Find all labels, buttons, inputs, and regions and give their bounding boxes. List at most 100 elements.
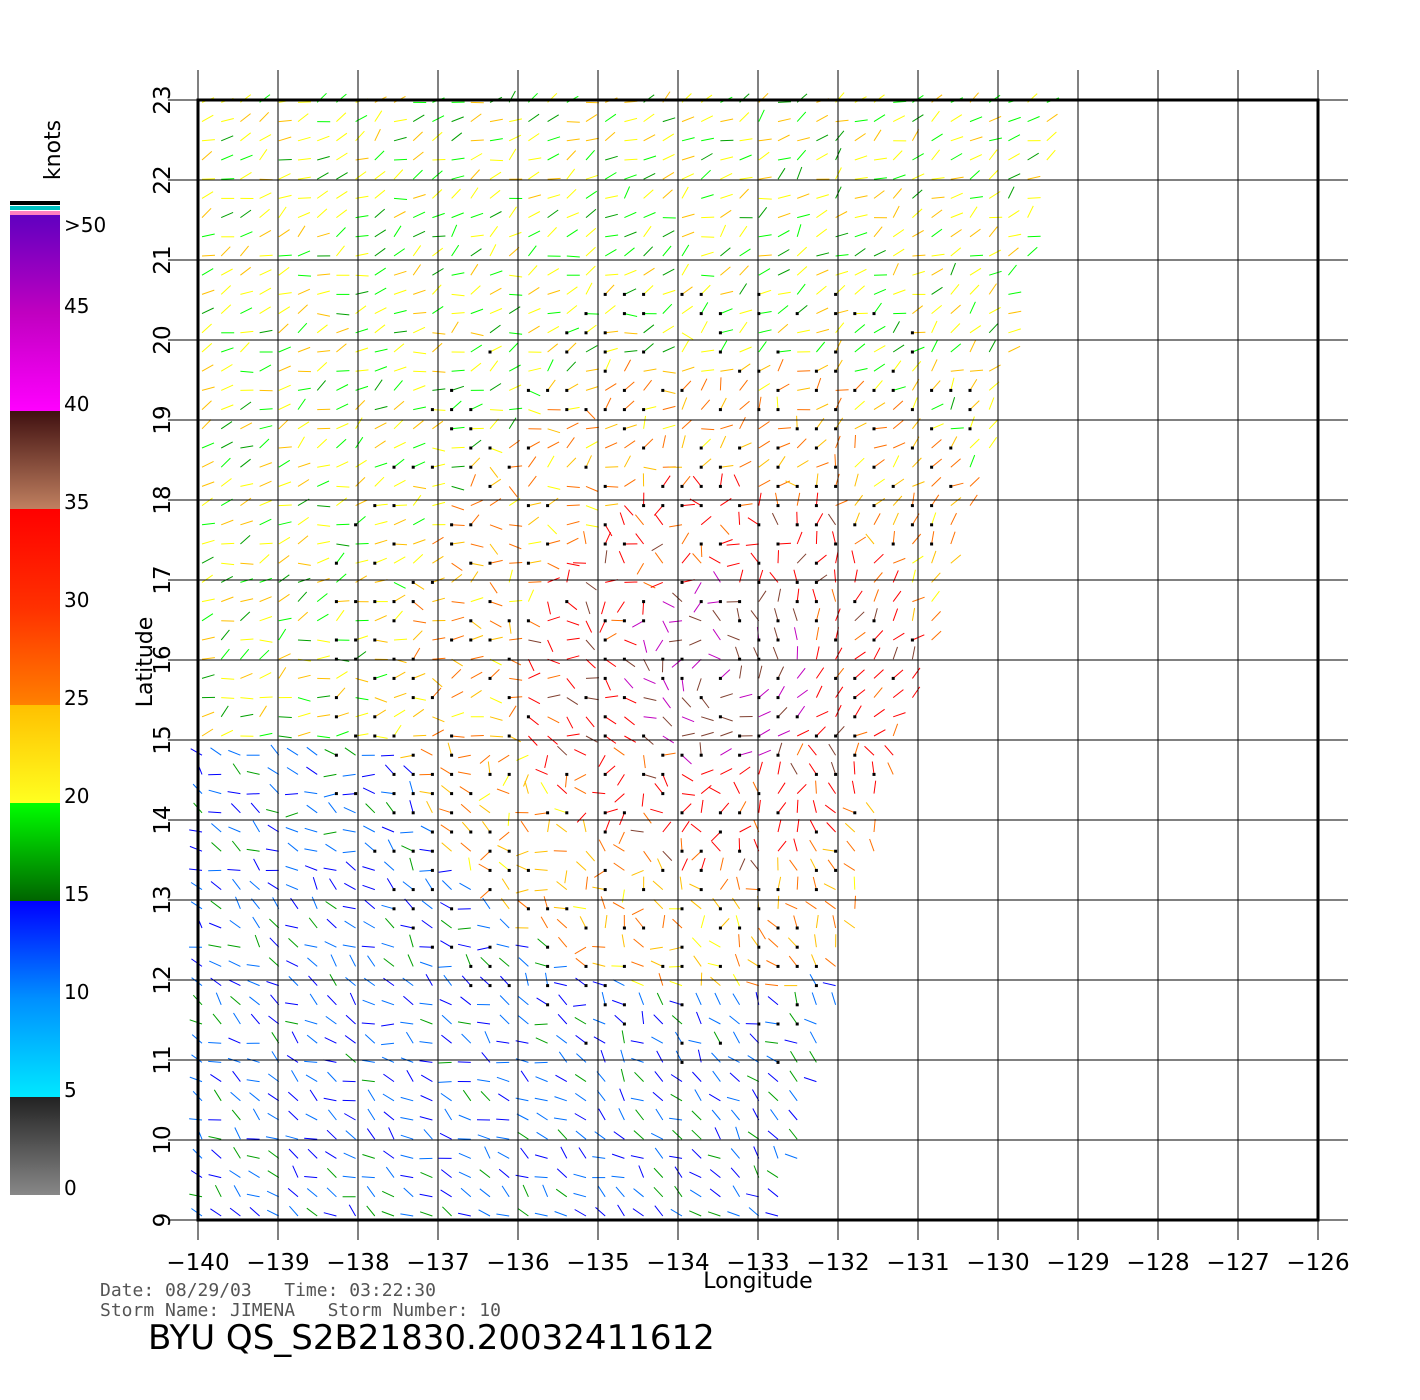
wind-vector — [707, 962, 721, 967]
rain-flag-marker — [814, 734, 818, 738]
rain-flag-marker — [680, 945, 684, 949]
wind-vector — [267, 767, 280, 775]
rain-flag-marker — [603, 484, 607, 488]
rain-flag-marker — [699, 484, 703, 488]
wind-vector — [393, 594, 406, 603]
wind-vector — [692, 475, 702, 487]
wind-vector — [630, 1155, 644, 1159]
rain-flag-marker — [488, 888, 492, 892]
wind-vector — [432, 159, 446, 161]
rain-flag-marker — [718, 1041, 722, 1045]
wind-vector — [470, 655, 484, 660]
wind-vector — [259, 329, 273, 334]
rain-flag-marker — [795, 945, 799, 949]
lat-lon-grid — [168, 70, 1348, 1240]
wind-vector — [1046, 131, 1057, 142]
wind-vector — [508, 306, 521, 315]
wind-vector — [497, 1151, 510, 1159]
wind-vector — [520, 1147, 529, 1159]
wind-vector — [470, 308, 484, 315]
wind-vector — [797, 213, 810, 219]
wind-vector — [547, 441, 560, 449]
wind-vector — [355, 651, 367, 660]
wind-vector — [349, 954, 357, 967]
wind-vector — [669, 946, 683, 951]
wind-vector — [440, 1189, 452, 1198]
wind-vector — [814, 934, 817, 948]
rain-flag-marker — [814, 446, 818, 450]
wind-vector — [576, 1053, 587, 1063]
rain-flag-marker — [450, 388, 454, 392]
wind-vector — [343, 1152, 356, 1159]
wind-vector — [662, 821, 672, 833]
wind-vector — [278, 735, 292, 739]
wind-vector — [789, 1090, 798, 1102]
rain-flag-marker — [642, 772, 646, 776]
wind-vector — [832, 915, 837, 929]
wind-vector — [336, 600, 350, 603]
wind-vector — [643, 285, 654, 295]
wind-vector — [317, 735, 331, 739]
wind-vector — [604, 765, 616, 775]
wind-vector — [797, 137, 810, 142]
wind-vector — [811, 992, 817, 1005]
wind-vector — [393, 581, 406, 589]
rain-flag-marker — [834, 408, 838, 412]
wind-vector — [777, 323, 789, 334]
wind-vector — [278, 206, 287, 218]
wind-vector — [440, 1169, 452, 1178]
wind-vector — [701, 216, 715, 219]
wind-vector — [912, 331, 926, 334]
wind-vector — [477, 1021, 491, 1025]
wind-vector — [619, 1088, 625, 1101]
wind-vector — [604, 550, 608, 564]
wind-vector — [285, 812, 299, 818]
wind-vector — [312, 877, 318, 890]
wind-vector — [669, 639, 683, 643]
wind-vector — [470, 263, 479, 276]
wind-vector — [269, 918, 280, 929]
wind-vector — [604, 305, 616, 314]
rain-flag-marker — [546, 504, 550, 508]
wind-vector — [662, 245, 672, 257]
wind-vector — [489, 478, 502, 487]
rain-flag-marker — [738, 619, 742, 623]
latitude-tick-label: 21 — [150, 245, 176, 274]
wind-vector — [585, 697, 599, 701]
rain-flag-marker — [718, 964, 722, 968]
wind-vector — [297, 250, 311, 257]
rain-flag-marker — [680, 964, 684, 968]
wind-vector — [516, 1113, 529, 1121]
wind-vector — [950, 497, 962, 506]
rain-flag-marker — [565, 907, 569, 911]
wind-vector — [809, 820, 817, 833]
wind-vector — [634, 1071, 644, 1082]
wind-vector — [816, 439, 827, 449]
wind-vector — [432, 657, 446, 660]
wind-vector — [566, 361, 577, 372]
wind-vector — [478, 793, 491, 802]
wind-vector — [621, 934, 625, 948]
wind-vector — [1008, 173, 1021, 180]
wind-vector — [489, 447, 503, 454]
wind-vector — [297, 274, 312, 277]
wind-vector — [381, 826, 395, 833]
wind-vector — [623, 186, 631, 199]
wind-vector — [638, 992, 645, 1005]
wind-vector — [211, 842, 222, 852]
wind-vector — [470, 562, 484, 567]
wind-vector — [400, 1174, 414, 1179]
wind-vector — [393, 556, 406, 564]
wind-vector — [498, 1093, 510, 1102]
wind-vector — [221, 178, 235, 180]
rain-flag-marker — [891, 388, 895, 392]
wind-vector — [653, 1167, 664, 1178]
wind-vector — [827, 782, 837, 794]
wind-vector — [690, 823, 702, 833]
wind-vector — [221, 519, 234, 526]
rain-flag-marker — [680, 484, 684, 488]
wind-vector — [489, 345, 502, 353]
rain-flag-marker — [776, 926, 780, 930]
wind-vector — [950, 212, 964, 219]
wind-vector — [931, 305, 943, 314]
